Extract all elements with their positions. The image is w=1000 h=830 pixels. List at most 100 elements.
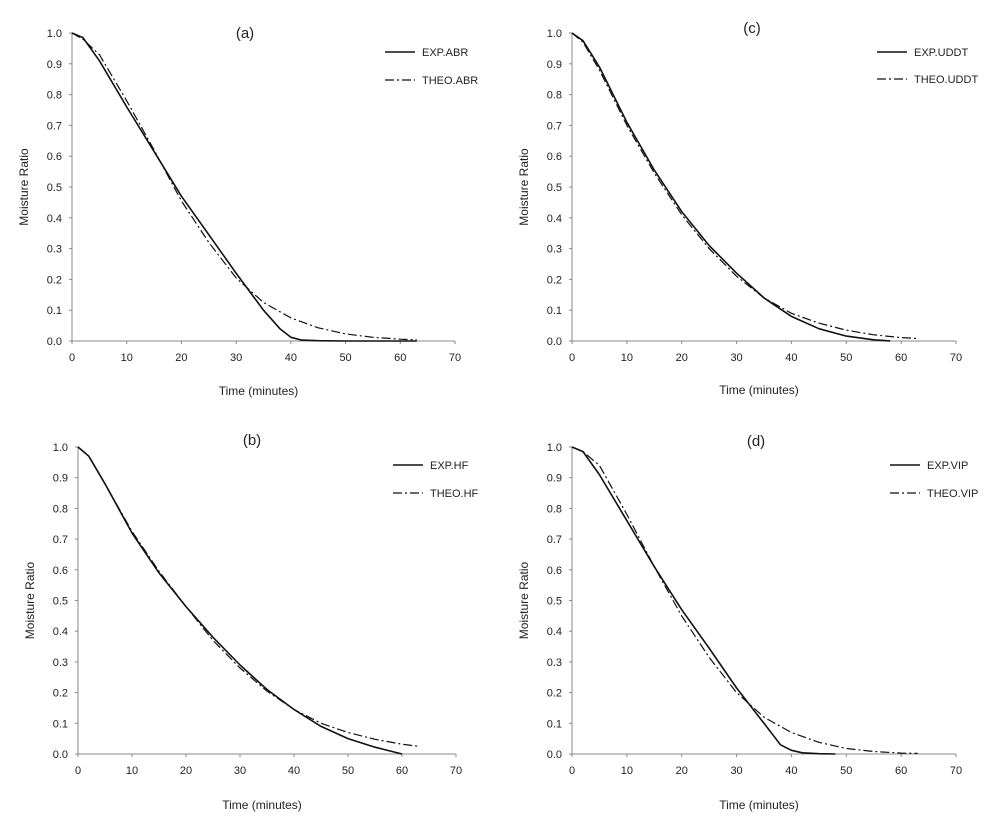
y-tick-label: 0.1 <box>547 718 562 730</box>
y-tick-label: 0.7 <box>53 534 68 546</box>
series-line-theo-vip <box>571 446 918 754</box>
y-axis-title: Moisture Ratio <box>17 148 31 226</box>
x-tick-label: 50 <box>342 765 354 777</box>
chart-panel-1: 0.0 0.1 0.2 0.3 0.4 0.5 0.6 0.7 0.8 0.9 1.0 0 10 20 30… <box>517 20 978 397</box>
chart-panel-0: 0.0 0.1 0.2 0.3 0.4 0.5 0.6 0.7 0.8 0.9 1.0 0 10 20 30… <box>17 25 478 398</box>
y-tick-label: 0.9 <box>547 59 562 71</box>
y-tick-label: 1.0 <box>47 28 62 40</box>
y-tick-label: 1.0 <box>53 442 68 454</box>
x-tick-label: 10 <box>621 352 633 364</box>
chart-panel-3: 0.0 0.1 0.2 0.3 0.4 0.5 0.6 0.7 0.8 0.9 1.0 0 10 20 30… <box>517 433 978 812</box>
x-tick-label: 20 <box>180 765 192 777</box>
panel-title: (c) <box>743 20 761 37</box>
x-tick-label: 10 <box>121 352 133 364</box>
y-tick-label: 0.8 <box>547 90 562 102</box>
x-tick-label: 40 <box>288 765 300 777</box>
x-tick-label: 40 <box>285 352 297 364</box>
x-axis-title: Time (minutes) <box>719 798 799 812</box>
y-tick-label: 0.6 <box>47 151 62 163</box>
y-tick-label: 0.7 <box>547 120 562 132</box>
series-line-exp-hf <box>77 446 403 755</box>
legend-label: EXP.UDDT <box>914 47 968 59</box>
y-axis-title: Moisture Ratio <box>517 562 531 640</box>
x-tick-label: 10 <box>621 765 633 777</box>
x-axis-title: Time (minutes) <box>219 384 299 398</box>
y-tick-label: 0.4 <box>547 213 562 225</box>
y-tick-label: 0.4 <box>547 626 562 638</box>
legend-label: THEO.UDDT <box>914 74 978 86</box>
panel-title: (a) <box>236 25 254 42</box>
series-line-exp-vip <box>571 446 836 755</box>
y-tick-label: 0.5 <box>53 596 68 608</box>
y-tick-label: 0.5 <box>547 182 562 194</box>
x-axis-title: Time (minutes) <box>222 798 302 812</box>
x-tick-label: 70 <box>449 352 461 364</box>
x-tick-label: 60 <box>394 352 406 364</box>
x-tick-label: 30 <box>730 352 742 364</box>
y-tick-label: 0.0 <box>547 336 562 348</box>
x-tick-label: 70 <box>950 352 962 364</box>
y-tick-label: 0.8 <box>47 90 62 102</box>
series-line-theo-hf <box>77 446 419 747</box>
y-tick-label: 0.5 <box>547 596 562 608</box>
legend-label: THEO.VIP <box>927 488 978 500</box>
y-tick-label: 0.3 <box>53 657 68 669</box>
y-tick-label: 1.0 <box>547 442 562 454</box>
x-tick-label: 50 <box>840 765 852 777</box>
x-tick-label: 70 <box>450 765 462 777</box>
y-tick-label: 0.2 <box>53 688 68 700</box>
y-tick-label: 0.3 <box>547 657 562 669</box>
series-line-theo-abr <box>71 32 417 341</box>
y-tick-label: 0.9 <box>47 59 62 71</box>
x-tick-label: 20 <box>676 765 688 777</box>
y-tick-label: 0.6 <box>547 565 562 577</box>
y-tick-label: 0.7 <box>547 534 562 546</box>
y-tick-label: 0.2 <box>547 274 562 286</box>
x-axis-title: Time (minutes) <box>719 383 799 397</box>
y-tick-label: 0.3 <box>547 244 562 256</box>
y-axis-title: Moisture Ratio <box>517 148 531 226</box>
legend-label: EXP.HF <box>430 460 469 472</box>
chart-panel-2: 0.0 0.1 0.2 0.3 0.4 0.5 0.6 0.7 0.8 0.9 1.0 0 10 20 30… <box>23 432 479 812</box>
y-tick-label: 0.1 <box>547 305 562 317</box>
y-tick-label: 0.9 <box>547 473 562 485</box>
x-tick-label: 20 <box>175 352 187 364</box>
x-tick-label: 40 <box>785 352 797 364</box>
y-tick-label: 0.2 <box>547 688 562 700</box>
y-tick-label: 0.0 <box>53 749 68 761</box>
panel-title: (d) <box>747 433 765 450</box>
x-tick-label: 10 <box>126 765 138 777</box>
x-tick-label: 30 <box>234 765 246 777</box>
legend-label: EXP.VIP <box>927 460 968 472</box>
x-tick-label: 50 <box>339 352 351 364</box>
x-tick-label: 50 <box>840 352 852 364</box>
x-tick-label: 30 <box>730 765 742 777</box>
x-tick-label: 0 <box>569 765 575 777</box>
y-axis-title: Moisture Ratio <box>23 562 37 640</box>
y-tick-label: 0.1 <box>53 718 68 730</box>
y-tick-label: 0.0 <box>547 749 562 761</box>
legend-label: THEO.HF <box>430 488 479 500</box>
series-line-exp-uddt <box>571 32 891 342</box>
panel-title: (b) <box>243 432 261 449</box>
y-tick-label: 0.4 <box>53 626 68 638</box>
legend-label: EXP.ABR <box>422 47 468 59</box>
y-tick-label: 0.8 <box>547 503 562 515</box>
y-tick-label: 0.0 <box>47 336 62 348</box>
y-tick-label: 0.7 <box>47 120 62 132</box>
x-tick-label: 30 <box>230 352 242 364</box>
y-tick-label: 0.6 <box>53 565 68 577</box>
series-line-theo-uddt <box>571 32 918 340</box>
x-tick-label: 0 <box>569 352 575 364</box>
y-tick-label: 0.4 <box>47 213 62 225</box>
y-tick-label: 0.1 <box>47 305 62 317</box>
series-line-exp-abr <box>71 32 417 342</box>
legend-label: THEO.ABR <box>422 75 478 87</box>
y-tick-label: 0.3 <box>47 244 62 256</box>
x-tick-label: 60 <box>895 765 907 777</box>
x-tick-label: 20 <box>676 352 688 364</box>
x-tick-label: 0 <box>69 352 75 364</box>
y-tick-label: 0.6 <box>547 151 562 163</box>
x-tick-label: 70 <box>950 765 962 777</box>
